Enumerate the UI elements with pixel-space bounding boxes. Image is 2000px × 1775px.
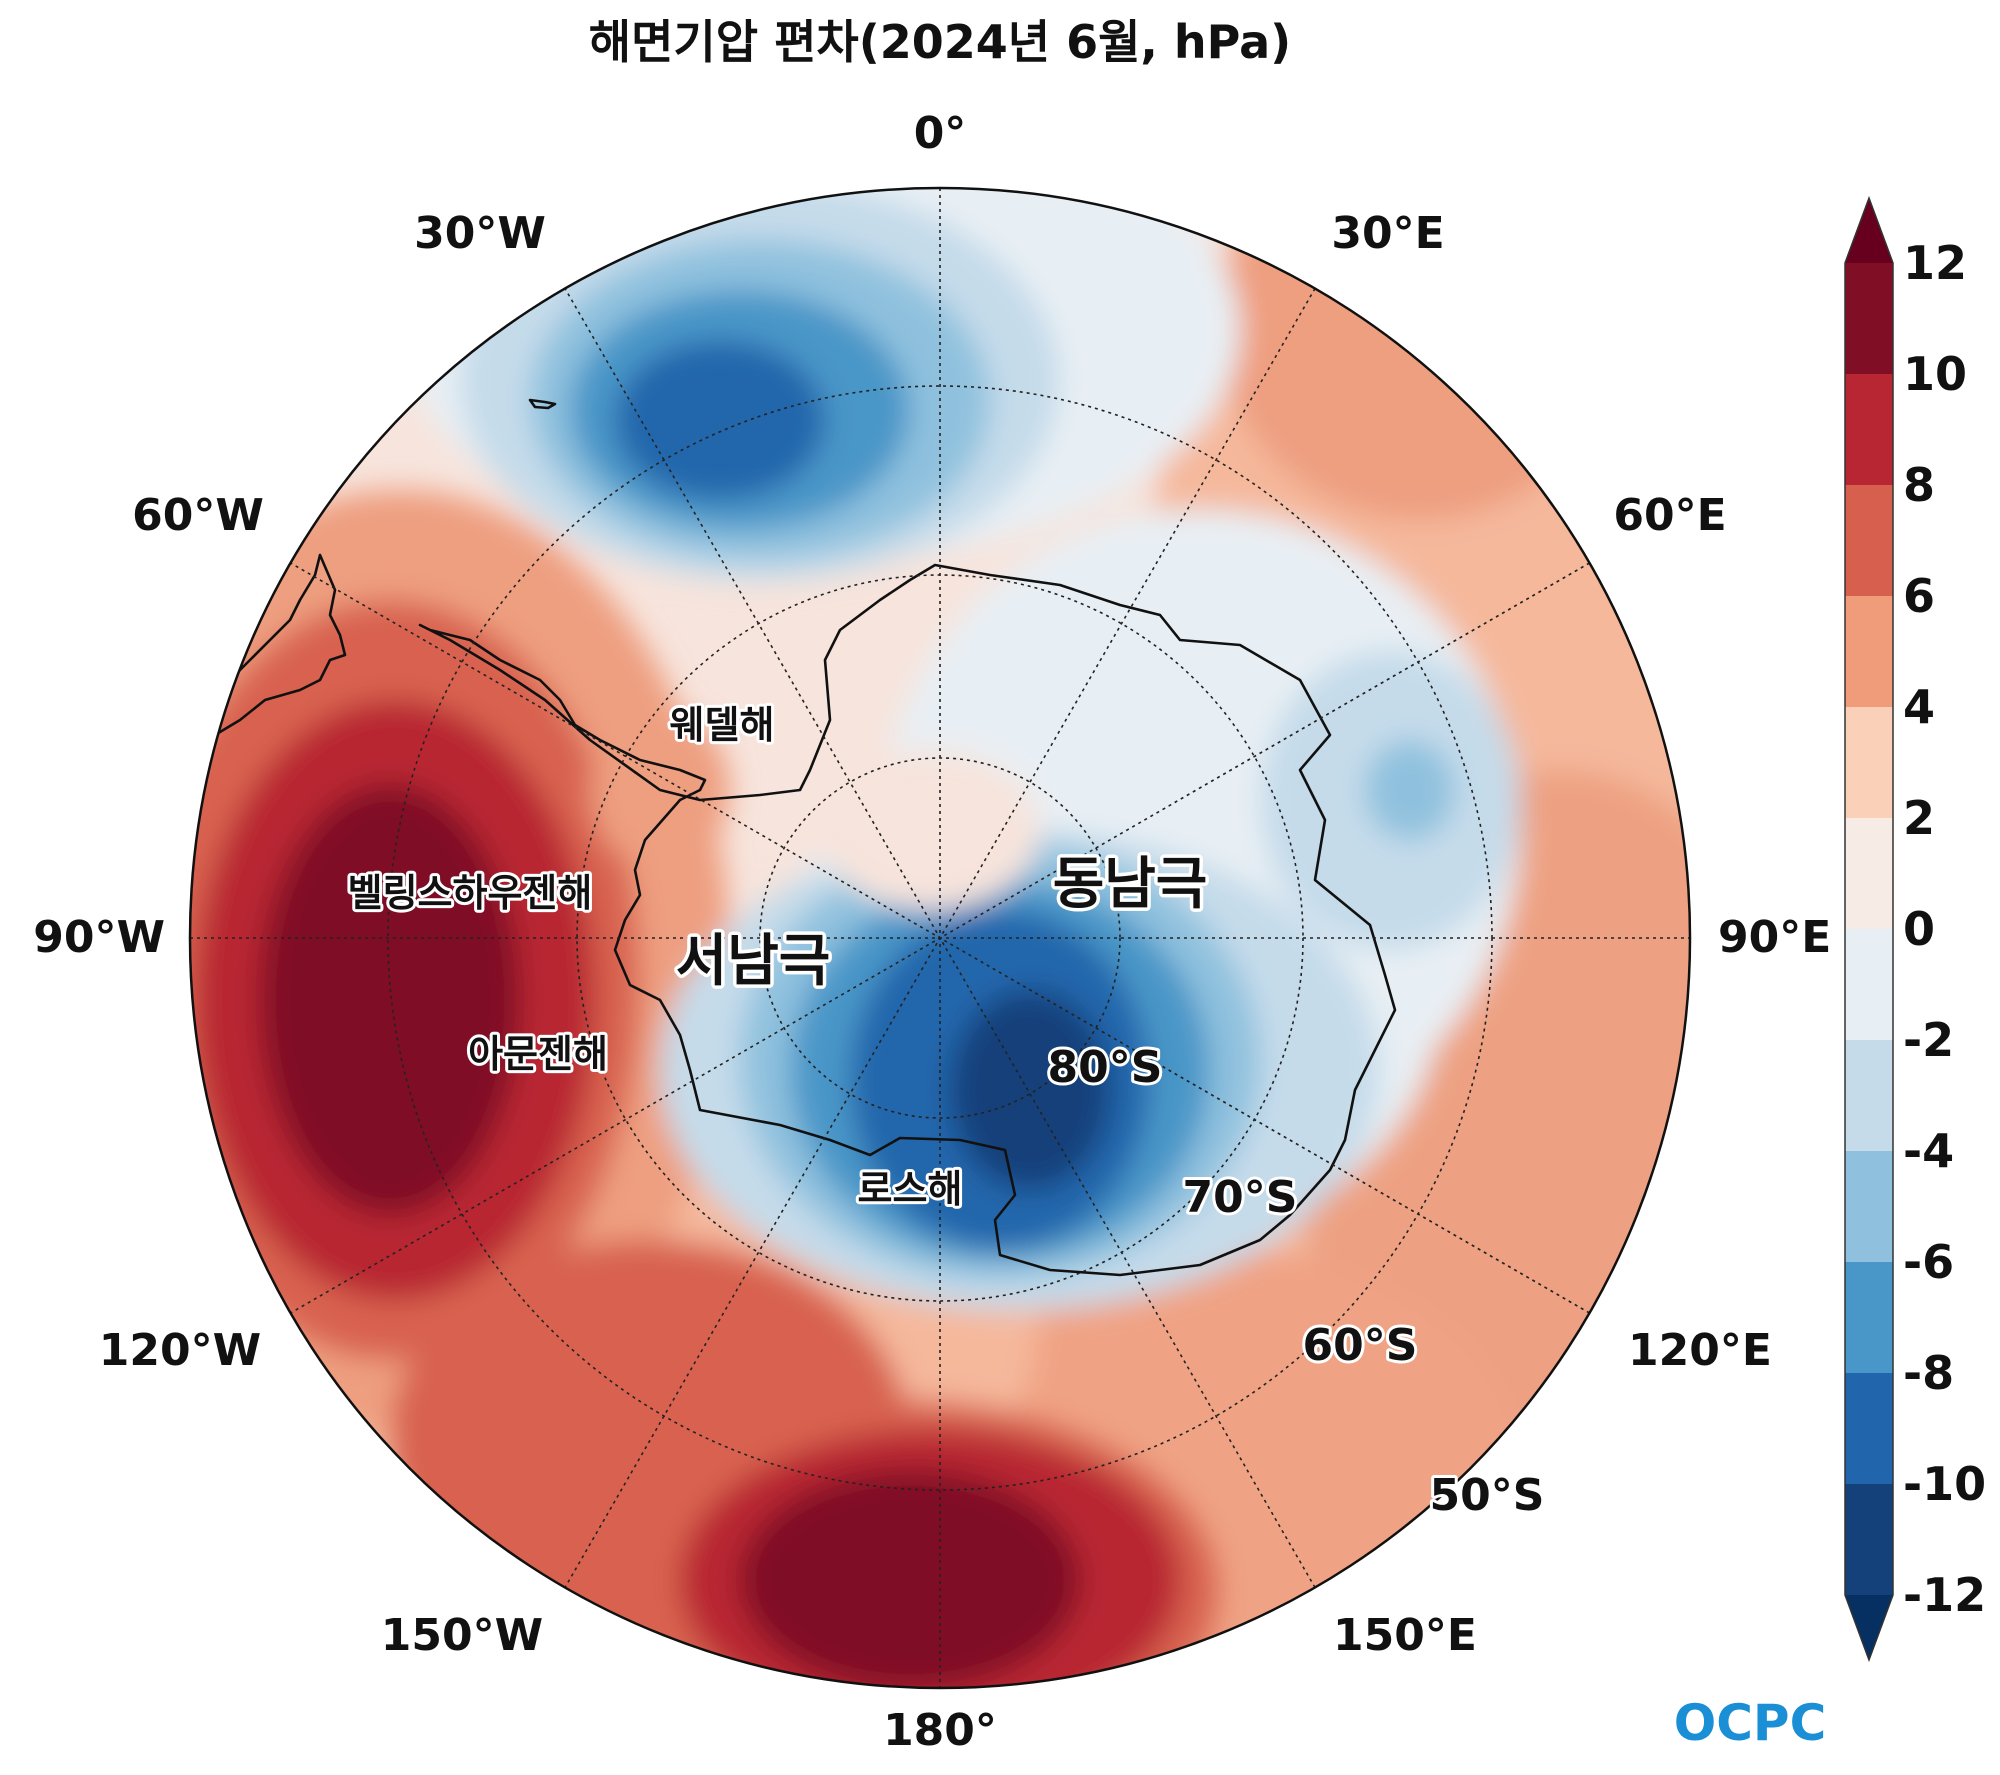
lon-label-150w: 150°W (381, 1610, 543, 1661)
anomaly-field (190, 188, 1690, 1688)
lon-label-60w: 60°W (132, 490, 264, 541)
colorbar-segment-4-6 (1845, 596, 1893, 707)
lon-label-120e: 120°E (1628, 1325, 1772, 1376)
lat-label-60s: 60°S (1303, 1320, 1418, 1371)
meridian-150e-30w (564, 288, 1316, 1588)
label-bellingshausen-sea: 벨링스하우젠해 (348, 871, 593, 915)
map-title: 해면기압 편차(2024년 6월, hPa) (589, 15, 1291, 69)
lat-label-80s: 80°S (1048, 1042, 1163, 1093)
colorbar-segment-m6-m4 (1845, 1151, 1893, 1262)
colorbar-segment-0-2 (1845, 818, 1893, 929)
colorbar-tick-m2: -2 (1903, 1013, 1954, 1067)
colorbar-segment-8-10 (1845, 374, 1893, 485)
longitude-labels: 0° 30°E 60°E 90°E 120°E 150°E 180° 150°W… (33, 108, 1831, 1756)
lon-label-180: 180° (883, 1705, 997, 1756)
colorbar-tick-m10: -10 (1903, 1457, 1986, 1511)
colorbar-tick-4: 4 (1903, 680, 1935, 734)
label-east-antarctica: 동남극 (1053, 852, 1208, 917)
colorbar-tick-m12: -12 (1903, 1568, 1986, 1622)
colorbar-tick-2: 2 (1903, 791, 1935, 845)
colorbar-under-arrow (1845, 1595, 1893, 1660)
colorbar-segment-m10-m8 (1845, 1373, 1893, 1484)
place-labels: 웨델해 벨링스하우젠해 아문젠해 로스해 서남극 동남극 (345, 700, 1211, 1214)
lat-label-70s: 70°S (1183, 1172, 1298, 1223)
colorbar-over-arrow (1845, 198, 1893, 263)
label-ross-sea: 로스해 (858, 1167, 963, 1211)
colorbar-tick-labels: 12 10 8 6 4 2 0 -2 -4 -6 -8 -10 -12 (1903, 236, 1986, 1622)
colorbar-segment-m8-m6 (1845, 1262, 1893, 1373)
lon-label-150e: 150°E (1333, 1610, 1477, 1661)
falkland-islands (528, 398, 557, 410)
label-amundsen-sea: 아문젠해 (468, 1032, 608, 1076)
colorbar-segment-m2-0 (1845, 929, 1893, 1040)
lon-label-60e: 60°E (1613, 490, 1726, 541)
graticule (190, 188, 1690, 1688)
colorbar-tick-6: 6 (1903, 569, 1935, 623)
lon-label-90e: 90°E (1718, 912, 1831, 963)
lon-label-30w: 30°W (414, 208, 546, 259)
colorbar-tick-12: 12 (1903, 236, 1967, 290)
colorbar-tick-8: 8 (1903, 458, 1935, 512)
colorbar-segment-2-4 (1845, 707, 1893, 818)
antarctica-coastline (418, 563, 1397, 1277)
colorbar-segment-6-8 (1845, 485, 1893, 596)
label-west-antarctica: 서남극 (676, 929, 831, 994)
colorbar-segment-m12-m10 (1845, 1484, 1893, 1595)
colorbar-segments (1845, 263, 1893, 1595)
colorbar-tick-10: 10 (1903, 347, 1967, 401)
colorbar-tick-m6: -6 (1903, 1235, 1954, 1289)
colorbar-outline (1844, 195, 1894, 1663)
latitude-labels: 80°S 70°S 60°S 50°S (1045, 1039, 1548, 1524)
map-boundary (188, 186, 1692, 1690)
lon-label-30e: 30°E (1331, 208, 1444, 259)
ocpc-logo: OCPC (1674, 1694, 1827, 1752)
colorbar: 12 10 8 6 4 2 0 -2 -4 -6 -8 -10 -12 (1844, 195, 1986, 1663)
lon-label-90w: 90°W (33, 912, 165, 963)
label-weddell-sea: 웨델해 (670, 703, 775, 747)
colorbar-tick-0: 0 (1903, 902, 1935, 956)
colorbar-tick-m8: -8 (1903, 1346, 1954, 1400)
lon-label-0: 0° (914, 108, 967, 159)
colorbar-segment-10-12 (1845, 263, 1893, 374)
lon-label-120w: 120°W (99, 1325, 261, 1376)
colorbar-segment-m4-m2 (1845, 1040, 1893, 1151)
colorbar-tick-m4: -4 (1903, 1124, 1954, 1178)
lat-label-50s: 50°S (1430, 1470, 1545, 1521)
